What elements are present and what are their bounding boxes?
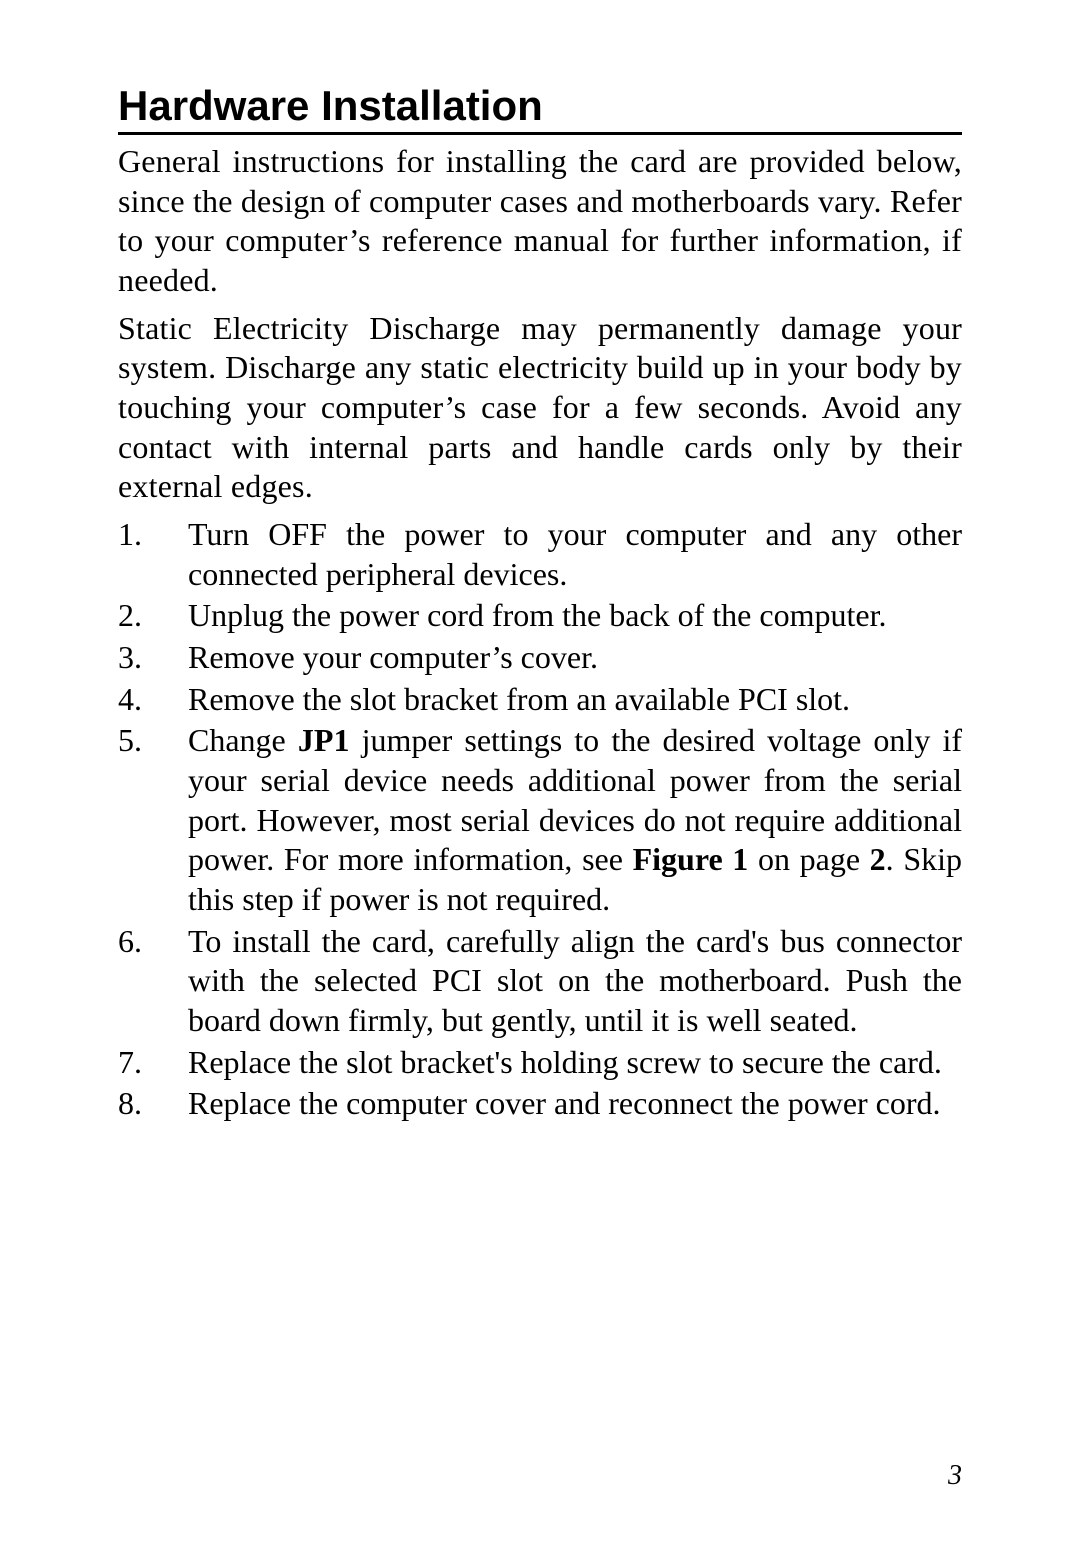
step-number: 8. (118, 1084, 188, 1124)
step-number: 3. (118, 638, 188, 678)
list-item: 8. Replace the computer cover and reconn… (118, 1084, 962, 1124)
step-number: 6. (118, 922, 188, 1041)
step-text: To install the card, carefully align the… (188, 922, 962, 1041)
document-page: Hardware Installation General instructio… (0, 0, 1080, 1542)
step-number: 1. (118, 515, 188, 594)
step-segment: on page (748, 841, 869, 877)
title-rule (118, 132, 962, 135)
step-text: Turn OFF the power to your computer and … (188, 515, 962, 594)
step-text: Unplug the power cord from the back of t… (188, 596, 962, 636)
figure-ref: Figure 1 (633, 841, 749, 877)
list-item: 5. Change JP1 jumper settings to the des… (118, 721, 962, 919)
section-title: Hardware Installation (118, 82, 962, 130)
step-text: Replace the slot bracket's holding screw… (188, 1043, 962, 1083)
step-number: 7. (118, 1043, 188, 1083)
list-item: 4. Remove the slot bracket from an avail… (118, 680, 962, 720)
page-number: 3 (948, 1460, 962, 1492)
step-number: 5. (118, 721, 188, 919)
jp1-label: JP1 (298, 722, 350, 758)
list-item: 7. Replace the slot bracket's holding sc… (118, 1043, 962, 1083)
step-number: 2. (118, 596, 188, 636)
list-item: 3. Remove your computer’s cover. (118, 638, 962, 678)
step-text: Replace the computer cover and reconnect… (188, 1084, 962, 1124)
step-text: Remove the slot bracket from an availabl… (188, 680, 962, 720)
intro-paragraph-2: Static Electricity Discharge may permane… (118, 309, 962, 507)
step-text: Change JP1 jumper settings to the desire… (188, 721, 962, 919)
intro-paragraph-1: General instructions for installing the … (118, 142, 962, 301)
step-text: Remove your computer’s cover. (188, 638, 962, 678)
steps-list: 1. Turn OFF the power to your computer a… (118, 515, 962, 1124)
list-item: 1. Turn OFF the power to your computer a… (118, 515, 962, 594)
list-item: 6. To install the card, carefully align … (118, 922, 962, 1041)
step-number: 4. (118, 680, 188, 720)
page-ref: 2 (870, 841, 886, 877)
list-item: 2. Unplug the power cord from the back o… (118, 596, 962, 636)
step-segment: Change (188, 722, 298, 758)
